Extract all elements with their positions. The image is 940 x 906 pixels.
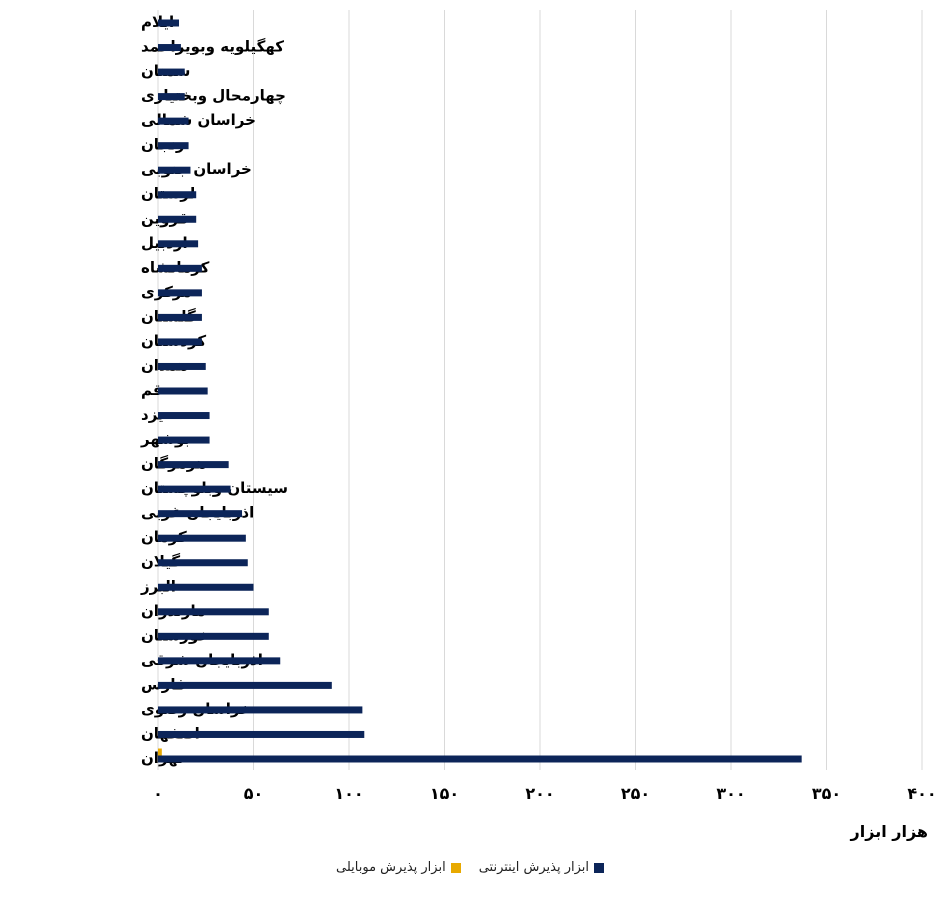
bar-internet-24 <box>158 608 269 616</box>
x-tick-label-7: ۳۵۰ <box>812 784 841 803</box>
bar-internet-17 <box>158 436 210 444</box>
bar-internet-27 <box>158 681 332 689</box>
legend-swatch-internet <box>594 862 604 873</box>
legend-swatch-mobile <box>450 862 461 873</box>
bar-internet-3 <box>158 93 185 101</box>
bar-internet-12 <box>158 313 202 321</box>
bar-internet-11 <box>158 289 202 297</box>
bar-internet-1 <box>158 44 181 52</box>
bar-internet-13 <box>158 338 202 346</box>
bar-internet-26 <box>158 657 281 665</box>
x-tick-label-5: ۲۵۰ <box>621 784 650 803</box>
legend-label-mobile: ابزار پذیرش موبایلی <box>336 860 446 875</box>
legend: ابزار پذیرش اینترنتی ابزار پذیرش موبایلی <box>0 860 940 875</box>
x-tick-label-6: ۳۰۰ <box>716 784 745 803</box>
legend-item-mobile: ابزار پذیرش موبایلی <box>336 860 461 875</box>
bar-internet-30 <box>158 755 802 763</box>
bar-internet-14 <box>158 362 206 370</box>
bar-mobile-30 <box>158 748 162 756</box>
bar-internet-19 <box>158 485 231 493</box>
bar-internet-9 <box>158 240 199 248</box>
bar-internet-5 <box>158 142 189 150</box>
bar-internet-4 <box>158 117 189 125</box>
bar-internet-28 <box>158 706 363 714</box>
x-tick-label-0: ۰ <box>153 784 163 803</box>
bar-internet-2 <box>158 68 185 76</box>
bar-internet-16 <box>158 412 210 420</box>
x-tick-label-4: ۲۰۰ <box>525 784 554 803</box>
bar-internet-6 <box>158 166 191 174</box>
x-axis-title: هزار ابزار <box>850 822 928 841</box>
category-label-15: قم <box>141 381 163 399</box>
bar-internet-21 <box>158 534 246 542</box>
bar-internet-20 <box>158 510 243 518</box>
x-tick-label-2: ۱۰۰ <box>334 784 363 803</box>
category-label-6: خراسان جنوبی <box>141 160 252 178</box>
bar-internet-29 <box>158 730 365 738</box>
category-label-3: چهارمحال وبختیاری <box>141 87 286 106</box>
bar-internet-25 <box>158 632 269 640</box>
x-tick-label-8: ۴۰۰ <box>907 784 936 803</box>
bar-internet-7 <box>158 191 197 199</box>
legend-label-internet: ابزار پذیرش اینترنتی <box>478 860 589 875</box>
bar-internet-23 <box>158 583 254 591</box>
legend-item-internet: ابزار پذیرش اینترنتی <box>479 860 604 875</box>
bar-internet-10 <box>158 264 202 272</box>
bar-internet-18 <box>158 461 229 469</box>
bar-internet-8 <box>158 215 197 223</box>
bar-internet-22 <box>158 559 248 567</box>
bar-internet-0 <box>158 19 180 27</box>
bar-internet-15 <box>158 387 208 395</box>
x-tick-label-3: ۱۵۰ <box>430 784 459 803</box>
x-tick-label-1: ۵۰ <box>244 784 264 803</box>
